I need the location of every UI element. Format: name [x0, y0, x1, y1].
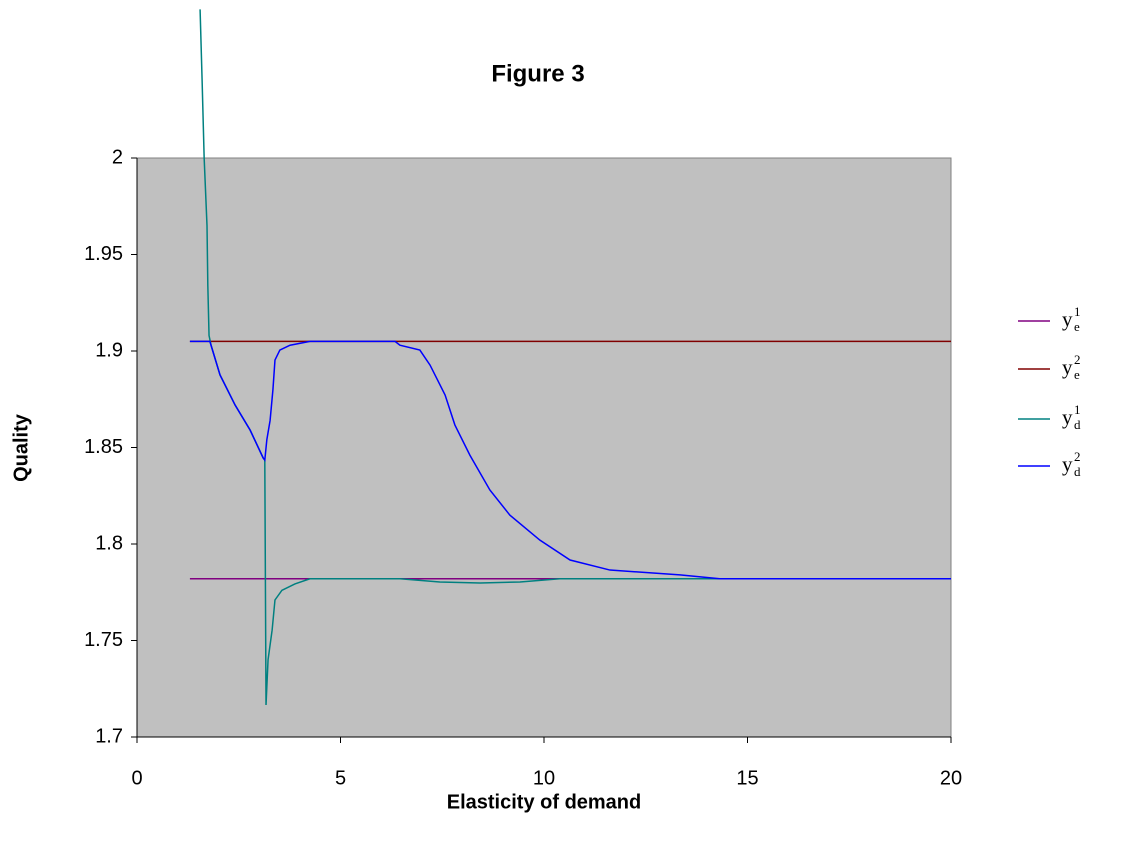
- series-line: [189, 340, 951, 580]
- series-line: [199, 9, 951, 705]
- x-tick-label: 20: [940, 767, 962, 789]
- legend-sup: 2: [1074, 352, 1081, 367]
- chart-title: Figure 3: [491, 60, 584, 87]
- plot-area: [136, 157, 952, 738]
- x-axis-label: Elasticity of demand: [447, 791, 642, 813]
- x-tick-label: 0: [131, 767, 142, 789]
- legend-sub: d: [1074, 417, 1081, 432]
- y-tick-label: 1.75: [84, 629, 123, 651]
- legend-sub: e: [1074, 319, 1080, 334]
- x-tick-label: 5: [335, 767, 346, 789]
- legend-label: y: [1062, 405, 1073, 429]
- legend-sup: 1: [1074, 402, 1081, 417]
- legend-sub: e: [1074, 367, 1080, 382]
- y-tick-label: 1.85: [84, 436, 123, 458]
- y-tick-label: 1.9: [95, 339, 123, 361]
- y-axis-label: Quality: [10, 413, 32, 482]
- y-tick-label: 2: [112, 146, 123, 168]
- legend-label: y: [1062, 452, 1073, 476]
- legend-label: y: [1062, 355, 1073, 379]
- y-tick-label: 1.8: [95, 532, 123, 554]
- x-tick-label: 15: [736, 767, 758, 789]
- y-tick-label: 1.7: [95, 725, 123, 747]
- legend-sub: d: [1074, 464, 1081, 479]
- legend-sup: 2: [1074, 449, 1081, 464]
- legend-label: y: [1062, 307, 1073, 331]
- legend-sup: 1: [1074, 304, 1081, 319]
- y-tick-label: 1.95: [84, 243, 123, 265]
- x-tick-label: 10: [533, 767, 555, 789]
